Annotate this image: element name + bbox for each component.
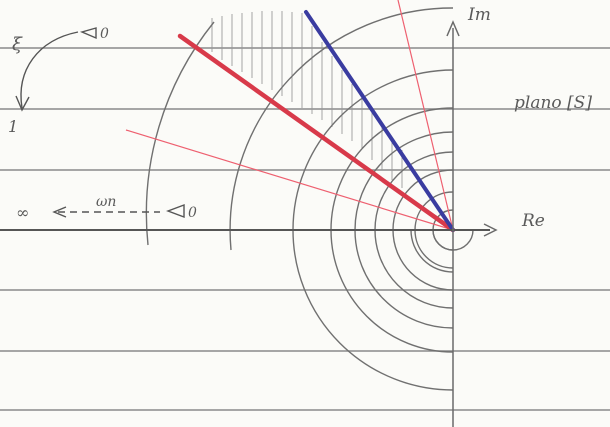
real-axis-arrow-icon [483,223,498,237]
red-thin-lines [125,0,454,231]
axes [0,20,498,427]
zeta-symbol: ξ [12,34,23,55]
arc-r42 [410,229,454,273]
blue-heavy-line [304,10,455,232]
red-thin-line-lower [125,129,454,231]
omega-arrow [52,203,185,219]
wn-arcs [145,7,474,391]
plane-label: plano [S] [514,93,592,113]
zeta-start-arrow-icon [79,27,97,40]
zeta-start-label: 0 [100,26,109,42]
real-axis-label: Re [521,211,545,231]
arc-r222 [229,7,454,251]
zeta-arrow-curve [20,31,79,109]
omega-zero-arrow-icon [166,203,185,219]
zeta-end-label: 1 [8,117,18,136]
omega-n-label: ωn [96,194,116,210]
arrow-head-icon [15,95,30,112]
omega-zero-label: 0 [188,205,197,221]
imag-axis-label: Im [467,5,491,25]
arrow-head-icon [52,206,67,218]
hatched-region [211,11,403,188]
imag-axis-arrow-icon [446,20,460,37]
infinity-label: ∞ [16,203,29,222]
red-thin-line-upper [397,0,454,231]
zeta-arrow [15,27,97,112]
red-heavy-line [177,33,456,233]
